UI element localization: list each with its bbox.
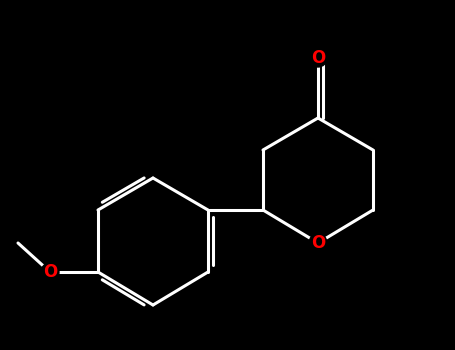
Circle shape bbox=[41, 263, 59, 281]
Circle shape bbox=[309, 234, 327, 252]
Text: O: O bbox=[311, 49, 325, 67]
Circle shape bbox=[309, 49, 327, 67]
Text: O: O bbox=[311, 234, 325, 252]
Text: O: O bbox=[43, 263, 57, 281]
